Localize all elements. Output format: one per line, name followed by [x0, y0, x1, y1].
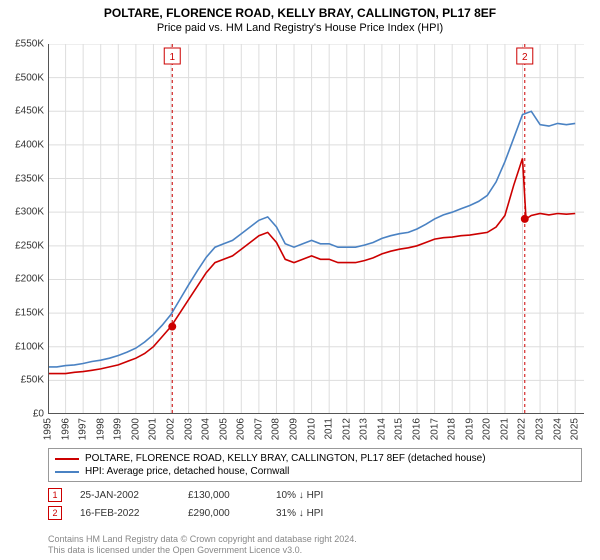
event-markers-table: 1 25-JAN-2002 £130,000 10% ↓ HPI 2 16-FEB-202…	[48, 486, 323, 522]
legend-item: HPI: Average price, detached house, Corn…	[55, 465, 575, 478]
marker-date: 25-JAN-2002	[80, 490, 170, 501]
legend-label: HPI: Average price, detached house, Corn…	[85, 466, 289, 477]
x-tick-label: 2016	[412, 418, 423, 440]
x-tick-label: 2023	[535, 418, 546, 440]
chart-plot-area: 12	[48, 44, 584, 414]
svg-text:2: 2	[522, 52, 528, 63]
x-tick-label: 2019	[464, 418, 475, 440]
y-tick-label: £550K	[4, 39, 44, 50]
x-tick-label: 2020	[482, 418, 493, 440]
x-tick-label: 2003	[183, 418, 194, 440]
footer-line-2: This data is licensed under the Open Gov…	[48, 545, 357, 556]
y-tick-label: £350K	[4, 173, 44, 184]
x-tick-label: 1995	[43, 418, 54, 440]
legend-swatch	[55, 458, 79, 460]
x-tick-label: 2025	[570, 418, 581, 440]
x-tick-label: 2006	[236, 418, 247, 440]
marker-price: £290,000	[188, 508, 258, 519]
chart-container: { "title": "POLTARE, FLORENCE ROAD, KELL…	[0, 0, 600, 560]
footer-attribution: Contains HM Land Registry data © Crown c…	[48, 534, 357, 556]
x-tick-label: 2012	[341, 418, 352, 440]
x-tick-label: 1997	[78, 418, 89, 440]
x-tick-label: 2000	[130, 418, 141, 440]
x-tick-label: 2017	[429, 418, 440, 440]
marker-note: 31% ↓ HPI	[276, 508, 323, 519]
y-tick-label: £300K	[4, 207, 44, 218]
y-tick-label: £0	[4, 409, 44, 420]
x-tick-label: 1998	[95, 418, 106, 440]
chart-svg: 12	[48, 44, 584, 414]
x-tick-label: 1999	[113, 418, 124, 440]
legend-label: POLTARE, FLORENCE ROAD, KELLY BRAY, CALL…	[85, 453, 486, 464]
x-tick-label: 2024	[552, 418, 563, 440]
footer-line-1: Contains HM Land Registry data © Crown c…	[48, 534, 357, 545]
x-tick-label: 1996	[60, 418, 71, 440]
marker-note: 10% ↓ HPI	[276, 490, 323, 501]
marker-badge: 1	[48, 488, 62, 502]
svg-text:1: 1	[169, 52, 175, 63]
x-tick-label: 2010	[306, 418, 317, 440]
x-tick-label: 2007	[253, 418, 264, 440]
x-tick-label: 2014	[376, 418, 387, 440]
marker-price: £130,000	[188, 490, 258, 501]
legend: POLTARE, FLORENCE ROAD, KELLY BRAY, CALL…	[48, 448, 582, 482]
x-tick-label: 2004	[201, 418, 212, 440]
x-tick-label: 2005	[218, 418, 229, 440]
x-tick-label: 2015	[394, 418, 405, 440]
chart-title: POLTARE, FLORENCE ROAD, KELLY BRAY, CALL…	[0, 0, 600, 22]
y-tick-label: £200K	[4, 274, 44, 285]
y-tick-label: £150K	[4, 308, 44, 319]
marker-row: 1 25-JAN-2002 £130,000 10% ↓ HPI	[48, 486, 323, 504]
y-tick-label: £500K	[4, 72, 44, 83]
legend-swatch	[55, 471, 79, 473]
x-tick-label: 2011	[324, 418, 335, 440]
chart-subtitle: Price paid vs. HM Land Registry's House …	[0, 22, 600, 38]
x-tick-label: 2001	[148, 418, 159, 440]
x-tick-label: 2002	[166, 418, 177, 440]
x-tick-label: 2021	[499, 418, 510, 440]
y-tick-label: £50K	[4, 375, 44, 386]
y-tick-label: £400K	[4, 139, 44, 150]
x-tick-label: 2022	[517, 418, 528, 440]
marker-badge: 2	[48, 506, 62, 520]
x-tick-label: 2008	[271, 418, 282, 440]
y-tick-label: £100K	[4, 341, 44, 352]
x-tick-label: 2013	[359, 418, 370, 440]
legend-item: POLTARE, FLORENCE ROAD, KELLY BRAY, CALL…	[55, 452, 575, 465]
marker-date: 16-FEB-2022	[80, 508, 170, 519]
y-tick-label: £250K	[4, 240, 44, 251]
y-tick-label: £450K	[4, 106, 44, 117]
marker-row: 2 16-FEB-2022 £290,000 31% ↓ HPI	[48, 504, 323, 522]
x-tick-label: 2018	[447, 418, 458, 440]
x-tick-label: 2009	[289, 418, 300, 440]
